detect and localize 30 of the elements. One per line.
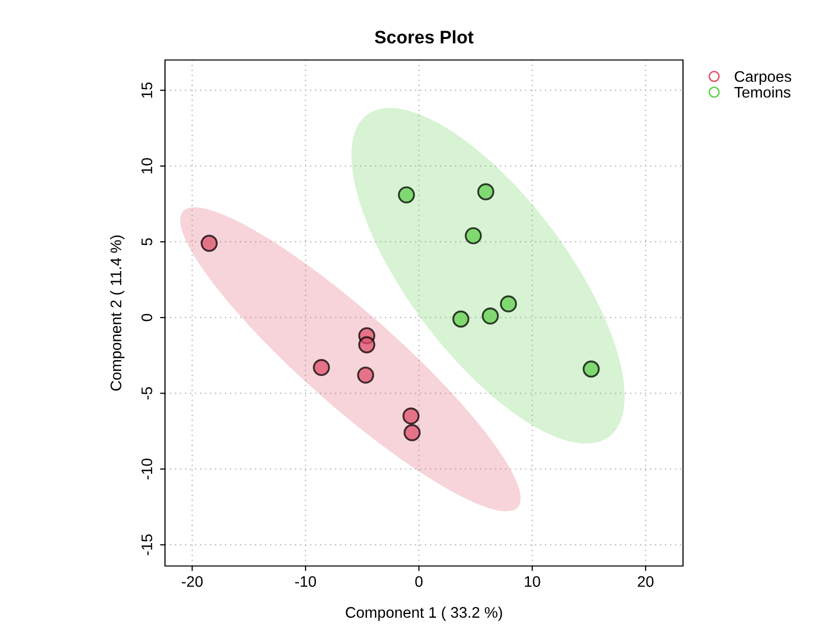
point [482,308,499,325]
x-tick-label: 20 [638,576,654,587]
x-axis-title: Component 1 ( 33.2 %) [346,606,502,621]
y-tick-label: -10 [141,458,152,480]
y-tick-label: 10 [141,158,152,174]
y-tick-label: 0 [141,314,152,322]
point [477,183,494,200]
y-tick-label: -5 [142,387,152,400]
y-tick-label: -15 [142,534,152,556]
point [402,408,420,425]
chart-title: Scores Plot [374,30,474,44]
point [582,360,600,378]
x-tick-label: -10 [295,576,316,587]
point [200,234,218,252]
point [404,424,421,442]
point [398,186,415,204]
y-axis-title: Component 2 ( 11.4 %) [110,236,124,391]
point [357,366,374,384]
x-tick-label: 10 [524,576,540,587]
y-tick-label: 15 [142,82,152,98]
point [452,310,470,328]
x-tick-label: 0 [415,576,423,587]
point [358,336,376,354]
point [464,227,482,244]
point [500,295,517,312]
legend-label: Carpoes [734,71,792,85]
legend-label: Temoins [734,86,790,98]
y-tick-label: 5 [142,238,152,246]
x-tick-label: -20 [182,576,203,587]
point [312,359,330,376]
